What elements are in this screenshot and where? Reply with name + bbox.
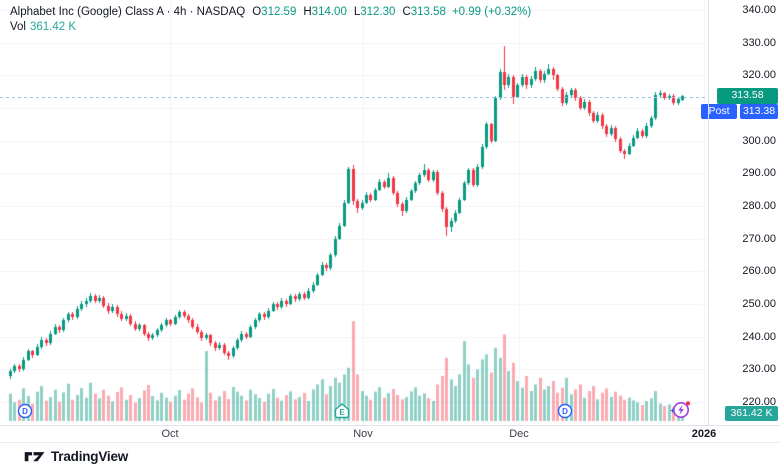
time-axis[interactable]: Oct Nov Dec 2026: [0, 425, 780, 443]
price-axis-border: [708, 0, 709, 443]
time-axis-label: 2026: [691, 428, 717, 440]
close-label: C: [402, 6, 411, 18]
time-axis-label: Dec: [509, 428, 529, 440]
low-label: L: [353, 6, 361, 18]
price-axis-label: 260.00: [742, 265, 776, 278]
volume-label[interactable]: Vol: [10, 21, 26, 33]
earnings-marker-icon[interactable]: E: [333, 402, 351, 420]
post-market-price-badge: 313.38: [740, 104, 778, 119]
price-axis-label: 300.00: [742, 134, 776, 147]
last-price-badge: 313.58: [717, 88, 778, 104]
open-value: 312.59: [261, 6, 297, 18]
high-value: 314.00: [311, 6, 347, 18]
svg-text:D: D: [22, 407, 28, 416]
dividend-marker-icon[interactable]: D: [16, 402, 34, 420]
tradingview-logo-icon: [24, 452, 45, 462]
price-axis-label: 320.00: [742, 69, 776, 82]
price-axis-label: 290.00: [742, 167, 776, 180]
chart-legend: Alphabet Inc (Google) Class A · 4h · NAS…: [10, 5, 531, 35]
dividend-marker-icon[interactable]: D: [556, 402, 574, 420]
tradingview-logo-text: TradingView: [51, 449, 129, 464]
volume-axis-badge: 361.42 K: [725, 406, 778, 421]
price-axis-label: 270.00: [742, 232, 776, 245]
price-axis-label: 340.00: [742, 4, 776, 17]
time-axis-label: Oct: [161, 428, 179, 440]
tradingview-logo[interactable]: TradingView: [24, 449, 128, 464]
current-price-line: [0, 97, 708, 98]
open-label: O: [252, 6, 262, 18]
volume-value: 361.42 K: [30, 21, 77, 33]
price-axis-label: 330.00: [742, 36, 776, 49]
chart-plot-area[interactable]: Alphabet Inc (Google) Class A · 4h · NAS…: [0, 0, 708, 425]
svg-text:E: E: [339, 408, 345, 417]
low-value: 312.30: [360, 6, 396, 18]
post-market-label: Post: [701, 104, 737, 119]
high-label: H: [303, 6, 312, 18]
time-axis-label: Nov: [353, 428, 373, 440]
price-axis-label: 280.00: [742, 200, 776, 213]
footer: TradingView: [0, 443, 780, 470]
svg-text:D: D: [562, 407, 568, 416]
close-value: 313.58: [410, 6, 446, 18]
flash-refresh-icon[interactable]: [668, 398, 694, 422]
symbol-title[interactable]: Alphabet Inc (Google) Class A · 4h · NAS…: [10, 6, 246, 18]
price-axis-label: 230.00: [742, 363, 776, 376]
change-value: +0.99 (+0.32%): [451, 6, 532, 18]
price-axis-label: 250.00: [742, 298, 776, 311]
price-axis[interactable]: 220.00 230.00 240.00 250.00 260.00 270.00 280.…: [701, 0, 780, 425]
price-axis-label: 240.00: [742, 330, 776, 343]
candlestick-canvas[interactable]: [0, 0, 708, 425]
price-axis-label: 220.00: [742, 396, 776, 409]
